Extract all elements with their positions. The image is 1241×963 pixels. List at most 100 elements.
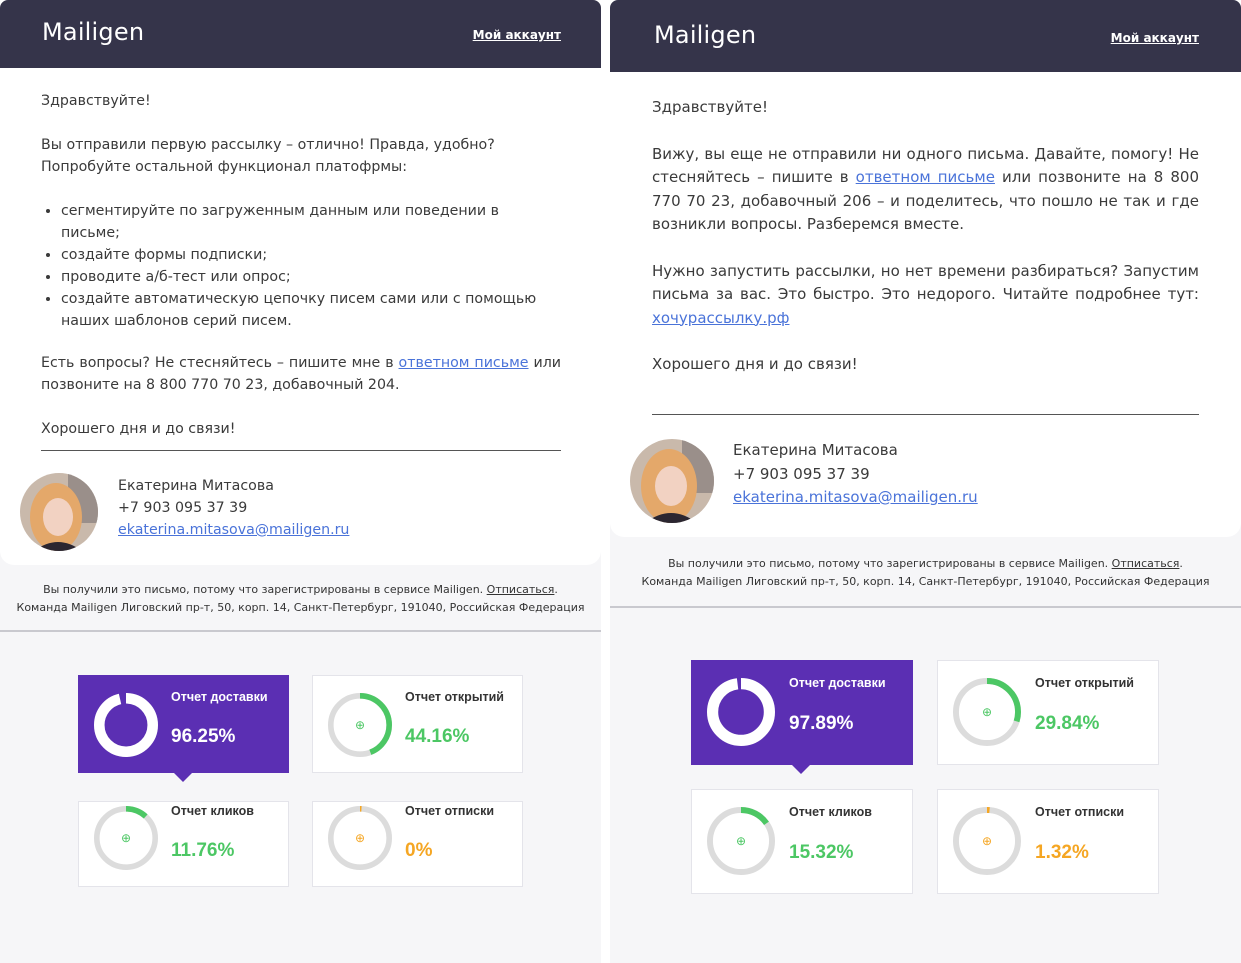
list-item: создайте автоматическую цепочку писем са… xyxy=(61,288,561,332)
tile-value: 11.76% xyxy=(171,840,235,861)
help-text: Вижу, вы еще не отправили ни одного пись… xyxy=(652,144,1199,187)
my-account-link[interactable]: Мой аккаунт xyxy=(472,28,561,42)
footer-address: Команда Mailigen Лиговский пр-т, 50, кор… xyxy=(641,575,1210,588)
email-body-text: Здравствуйте! Вы отправили первую рассыл… xyxy=(41,90,561,462)
active-tile-pointer xyxy=(174,773,192,782)
help-text-end: или позвоните на 8 800 770 70 23, добаво… xyxy=(652,168,1199,233)
ring-center xyxy=(105,704,147,746)
footer-dot: . xyxy=(554,583,558,596)
unsubscribe-ring-chart: ⊕ xyxy=(953,807,1021,875)
footer-separator xyxy=(610,606,1241,608)
mailigen-logo: Mailigen xyxy=(42,18,145,46)
email-header: Mailigen Мой аккаунт xyxy=(0,0,601,68)
unsubscribe-link[interactable]: Отписаться xyxy=(486,583,555,596)
unsubscribe-link[interactable]: Отписаться xyxy=(1111,557,1180,570)
tile-value: 96.25% xyxy=(171,726,236,747)
opens-report-tile[interactable]: ⊕ Отчет открытий 29.84% xyxy=(937,660,1159,765)
delivery-ring-chart xyxy=(94,693,158,757)
email-body-card: Здравствуйте! Вижу, вы еще не отправили … xyxy=(610,72,1241,537)
zoom-icon: ⊕ xyxy=(982,834,992,848)
tile-title: Отчет кликов xyxy=(789,805,872,819)
mailigen-logo: Mailigen xyxy=(654,21,757,49)
unsubscribe-report-tile[interactable]: ⊕ Отчет отписки 1.32% xyxy=(937,789,1159,894)
tile-title: Отчет доставки xyxy=(171,690,268,704)
email-preview-left: Mailigen Мой аккаунт Здравствуйте! Вы от… xyxy=(0,0,601,963)
footer-dot: . xyxy=(1179,557,1183,570)
tile-title: Отчет открытий xyxy=(1035,676,1134,690)
ring-center xyxy=(719,690,763,734)
tile-value: 15.32% xyxy=(789,842,854,863)
clicks-ring-chart: ⊕ xyxy=(94,806,158,870)
zoom-icon: ⊕ xyxy=(355,718,365,732)
tile-title: Отчет доставки xyxy=(789,676,886,690)
tile-value: 0% xyxy=(405,840,433,861)
paragraph-service: Нужно запустить рассылки, но нет времени… xyxy=(652,260,1199,331)
service-site-link[interactable]: хочурассылку.рф xyxy=(652,308,790,327)
unsubscribe-ring-chart: ⊕ xyxy=(328,806,392,870)
unsubscribe-report-tile[interactable]: ⊕ Отчет отписки 0% xyxy=(312,801,523,887)
list-item: сегментируйте по загруженным данным или … xyxy=(61,200,561,244)
avatar xyxy=(630,439,714,523)
clicks-report-tile[interactable]: ⊕ Отчет кликов 15.32% xyxy=(691,789,913,894)
ring-progress-arc xyxy=(94,693,158,757)
avatar xyxy=(20,473,98,551)
email-body-text: Здравствуйте! Вижу, вы еще не отправили … xyxy=(652,96,1199,400)
ring-progress-arc xyxy=(328,806,392,870)
signature-divider xyxy=(41,450,561,451)
ring-progress-arc xyxy=(707,807,775,875)
service-text: Нужно запустить рассылки, но нет времени… xyxy=(652,261,1199,304)
signature: Екатерина Митасова +7 903 095 37 39 ekat… xyxy=(118,475,349,541)
footer-notice: Вы получили это письмо, потому что зарег… xyxy=(43,583,487,596)
signature-name: Екатерина Митасова xyxy=(118,478,274,494)
tile-value: 29.84% xyxy=(1035,713,1100,734)
email-body-card: Здравствуйте! Вы отправили первую рассыл… xyxy=(0,68,601,565)
zoom-icon: ⊕ xyxy=(736,834,746,848)
footer-address: Команда Mailigen Лиговский пр-т, 50, кор… xyxy=(16,601,585,614)
list-item: проводите а/б-тест или опрос; xyxy=(61,266,561,288)
opens-ring-chart: ⊕ xyxy=(953,678,1021,746)
ring-progress-arc xyxy=(953,678,1021,746)
zoom-icon: ⊕ xyxy=(121,831,131,845)
zoom-icon: ⊕ xyxy=(982,705,992,719)
tile-title: Отчет открытий xyxy=(405,690,504,704)
closing-line: Хорошего дня и до связи! xyxy=(41,421,236,437)
questions-paragraph: Есть вопросы? Не стесняйтесь – пишите мн… xyxy=(41,352,561,396)
closing-line: Хорошего дня и до связи! xyxy=(652,355,858,373)
opens-ring-chart: ⊕ xyxy=(328,693,392,757)
tile-value: 44.16% xyxy=(405,726,470,747)
tile-title: Отчет отписки xyxy=(1035,805,1125,819)
tile-value: 1.32% xyxy=(1035,842,1089,863)
delivery-ring-chart xyxy=(707,678,775,746)
opens-report-tile[interactable]: ⊕ Отчет открытий 44.16% xyxy=(312,675,523,773)
signature-phone: +7 903 095 37 39 xyxy=(733,464,870,483)
clicks-report-tile[interactable]: ⊕ Отчет кликов 11.76% xyxy=(78,801,289,887)
questions-text-end: или позвоните на 8 800 770 70 23, добаво… xyxy=(41,355,561,393)
active-tile-pointer xyxy=(792,765,810,774)
signature-email-link[interactable]: ekaterina.mitasova@mailigen.ru xyxy=(733,488,978,506)
zoom-icon: ⊕ xyxy=(355,831,365,845)
ring-progress-arc xyxy=(328,693,392,757)
greeting: Здравствуйте! xyxy=(652,98,768,116)
paragraph-help: Вижу, вы еще не отправили ни одного пись… xyxy=(652,143,1199,237)
greeting: Здравствуйте! xyxy=(41,93,151,109)
email-footer: Вы получили это письмо, потому что зарег… xyxy=(610,555,1241,591)
ring-progress-arc xyxy=(953,807,1021,875)
signature: Екатерина Митасова +7 903 095 37 39 ekat… xyxy=(733,439,978,510)
intro-paragraph: Вы отправили первую рассылку – отлично! … xyxy=(41,137,495,175)
signature-email-link[interactable]: ekaterina.mitasova@mailigen.ru xyxy=(118,522,350,538)
email-footer: Вы получили это письмо, потому что зарег… xyxy=(0,581,601,617)
features-list: сегментируйте по загруженным данным или … xyxy=(61,200,561,332)
signature-phone: +7 903 095 37 39 xyxy=(118,500,248,516)
my-account-link[interactable]: Мой аккаунт xyxy=(1110,31,1199,45)
reply-email-link[interactable]: ответном письме xyxy=(855,168,995,186)
email-preview-right: Mailigen Мой аккаунт Здравствуйте! Вижу,… xyxy=(610,0,1241,963)
tile-value: 97.89% xyxy=(789,713,854,734)
questions-text: Есть вопросы? Не стесняйтесь – пишите мн… xyxy=(41,355,399,371)
delivery-report-tile[interactable]: Отчет доставки 96.25% xyxy=(78,675,289,773)
email-header: Mailigen Мой аккаунт xyxy=(610,0,1241,72)
ring-progress-arc xyxy=(707,678,775,746)
delivery-report-tile[interactable]: Отчет доставки 97.89% xyxy=(691,660,913,765)
reply-email-link[interactable]: ответном письме xyxy=(398,355,529,371)
signature-divider xyxy=(652,414,1199,415)
clicks-ring-chart: ⊕ xyxy=(707,807,775,875)
